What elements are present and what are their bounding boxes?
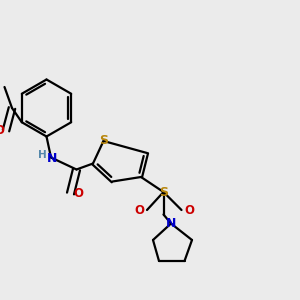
- Text: O: O: [0, 124, 4, 137]
- Text: S: S: [99, 134, 108, 148]
- Text: S: S: [159, 185, 168, 199]
- Text: N: N: [166, 217, 176, 230]
- Text: N: N: [47, 152, 57, 165]
- Text: O: O: [73, 187, 83, 200]
- Text: H: H: [38, 150, 47, 160]
- Text: O: O: [134, 203, 145, 217]
- Text: O: O: [184, 203, 194, 217]
